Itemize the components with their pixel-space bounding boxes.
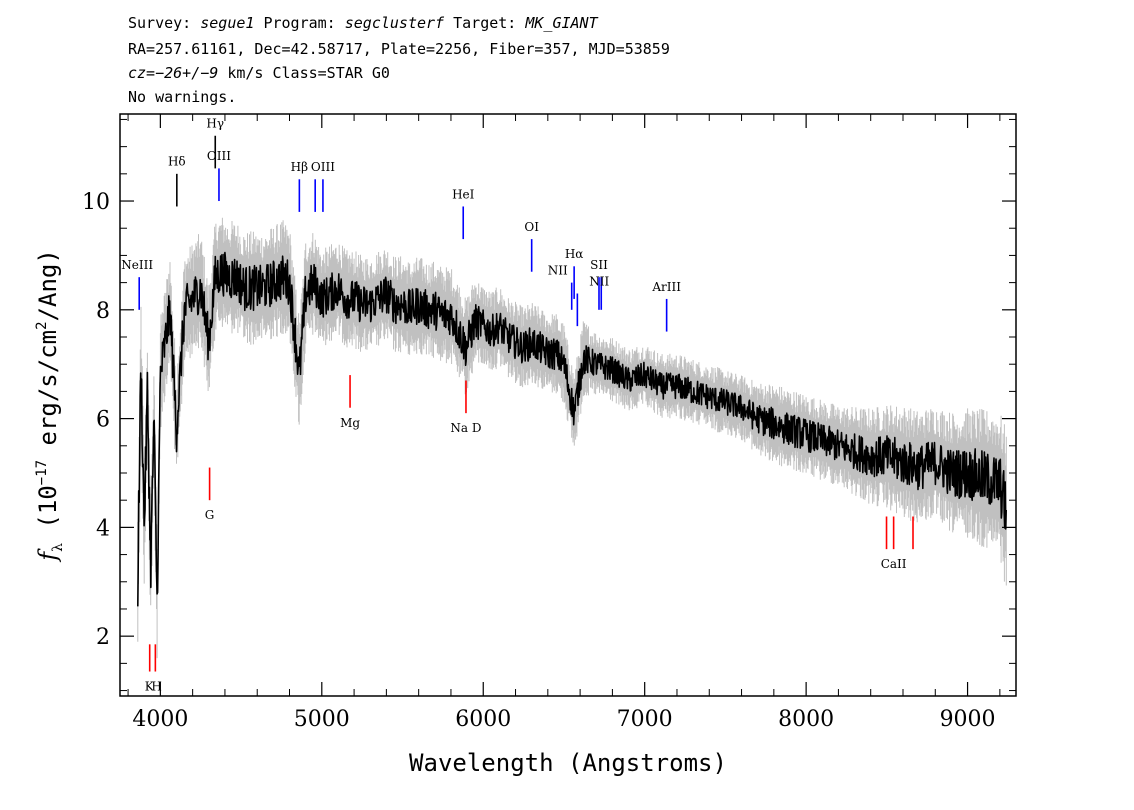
header-line-4: No warnings. — [128, 88, 236, 106]
line-label: H — [151, 680, 161, 694]
flux-line — [137, 251, 1007, 607]
line-label: CaII — [881, 557, 907, 571]
ticks-layer: 4000 5000 6000 7000 8000 9000 2 4 6 8 10 — [82, 114, 1016, 732]
plot-frame — [119, 113, 1017, 697]
line-label: G — [205, 508, 215, 522]
x-tick-label: 5000 — [294, 707, 350, 732]
line-label: Mg — [340, 416, 360, 430]
header-line-2: RA=257.61161, Dec=42.58717, Plate=2256, … — [128, 40, 670, 58]
line-label: HeI — [452, 187, 475, 201]
line-label: NII — [589, 274, 609, 288]
line-label: Hγ — [206, 117, 224, 131]
line-label: Hδ — [168, 155, 186, 169]
line-label: OI — [524, 220, 539, 234]
line-label: SII — [590, 258, 608, 272]
y-tick-label: 6 — [96, 408, 110, 433]
y-tick-label: 8 — [96, 299, 110, 324]
header-line-1: Survey: segue1 Program: segclusterf Targ… — [128, 14, 599, 32]
y-tick-label: 2 — [96, 625, 110, 650]
line-label: Na D — [450, 421, 481, 435]
x-tick-label: 7000 — [617, 707, 673, 732]
y-tick-label: 4 — [96, 516, 110, 541]
line-label: Hα — [565, 247, 584, 261]
x-tick-label: 9000 — [940, 707, 996, 732]
line-label: ArIII — [651, 280, 681, 294]
line-label: Hβ — [291, 160, 308, 174]
line-label: NII — [548, 263, 568, 277]
y-tick-label: 10 — [82, 190, 110, 215]
line-label: NeIII — [121, 258, 153, 272]
y-axis-title: fλ (10−17 erg/s/cm2/Ang) — [34, 249, 66, 563]
header-line-3: cz=−26+/−9 km/s Class=STAR G0 — [128, 64, 390, 82]
header: Survey: segue1 Program: segclusterf Targ… — [128, 14, 670, 106]
x-tick-label: 6000 — [455, 707, 511, 732]
flux-layer — [137, 251, 1007, 607]
x-axis-title: Wavelength (Angstroms) — [409, 749, 727, 777]
x-tick-label: 8000 — [778, 707, 834, 732]
line-label: K — [145, 680, 155, 694]
x-tick-label: 4000 — [132, 707, 188, 732]
line-label: OIII — [311, 160, 335, 174]
line-label: OIII — [207, 149, 231, 163]
